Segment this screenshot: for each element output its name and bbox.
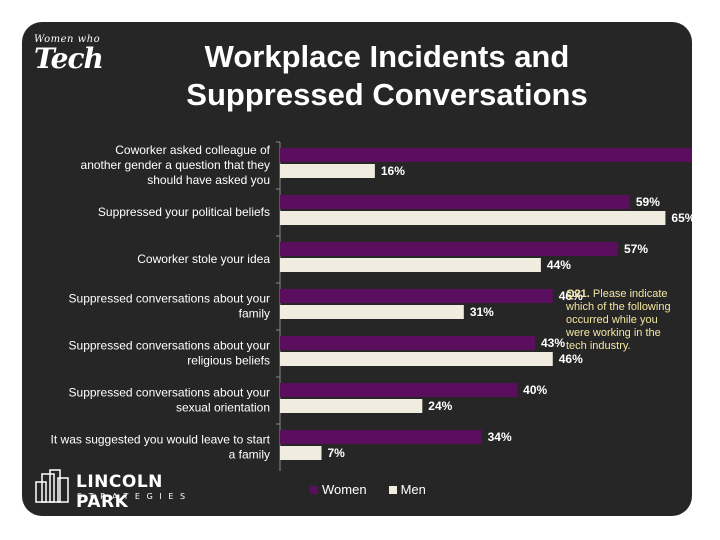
bar-women [280, 383, 518, 397]
logo-main-text: Tech [34, 42, 104, 75]
bar-men [280, 211, 666, 225]
bar-chart: Coworker asked colleague of another gende… [51, 141, 692, 471]
bar-women [280, 336, 535, 350]
data-label-men: 24% [428, 399, 452, 413]
bar-men [280, 258, 541, 272]
bar-women [280, 195, 630, 209]
lincoln-park-strategies-logo: LINCOLN PARK STRATEGIES [34, 468, 214, 512]
legend-item-men: Men [388, 482, 426, 497]
data-label-men: 16% [381, 164, 405, 178]
data-label-men: 7% [328, 446, 346, 460]
bar-men [280, 305, 464, 319]
data-label-men: 46% [559, 352, 583, 366]
data-label-women: 43% [541, 336, 565, 350]
category-label: Suppressed conversations about your relig… [69, 339, 270, 368]
bar-women [280, 430, 482, 444]
data-label-men: 65% [671, 211, 692, 225]
bar-women [280, 242, 618, 256]
bar-men [280, 352, 553, 366]
data-label-women: 40% [523, 383, 547, 397]
data-label-men: 44% [547, 258, 571, 272]
title-line-2: Suppressed Conversations [186, 77, 588, 112]
category-label: Coworker asked colleague of another gende… [81, 143, 271, 187]
page-title: Workplace Incidents and Suppressed Conve… [152, 38, 622, 114]
question-text: Please indicate which of the following o… [566, 288, 671, 352]
legend-label-women: Women [322, 482, 367, 497]
bar-women [280, 289, 553, 303]
title-line-1: Workplace Incidents and [204, 39, 570, 74]
legend-label-men: Men [400, 482, 426, 497]
bar-men [280, 446, 322, 460]
chart-legend: Women Men [310, 482, 448, 497]
logo-top-text: Women who [34, 34, 101, 45]
category-label: It was suggested you would leave to star… [51, 433, 271, 462]
brand-sub: STRATEGIES [77, 492, 192, 501]
legend-swatch-women [310, 485, 318, 494]
question-note: Q21. Please indicate which of the follow… [566, 288, 684, 353]
columns-icon [35, 469, 69, 503]
data-label-women: 46% [559, 289, 583, 303]
bar-men [280, 164, 375, 178]
brand-name: LINCOLN PARK [76, 472, 163, 512]
category-label: Suppressed conversations about your sexua… [69, 386, 270, 415]
legend-swatch-men [388, 485, 397, 494]
category-label: Suppressed your political beliefs [98, 205, 270, 219]
bar-women [280, 148, 692, 162]
category-label: Suppressed conversations about your famil… [69, 292, 270, 321]
slide: Women who Tech Workplace Incidents and S… [22, 22, 692, 516]
data-label-women: 57% [624, 242, 648, 256]
legend-item-women: Women [310, 482, 367, 497]
data-label-men: 31% [470, 305, 494, 319]
data-label-women: 34% [488, 430, 512, 444]
data-label-women: 59% [636, 195, 660, 209]
category-label: Coworker stole your idea [137, 252, 270, 266]
question-number: Q21. [566, 288, 590, 300]
bar-men [280, 399, 423, 413]
women-who-tech-logo: Women who Tech [34, 34, 104, 75]
